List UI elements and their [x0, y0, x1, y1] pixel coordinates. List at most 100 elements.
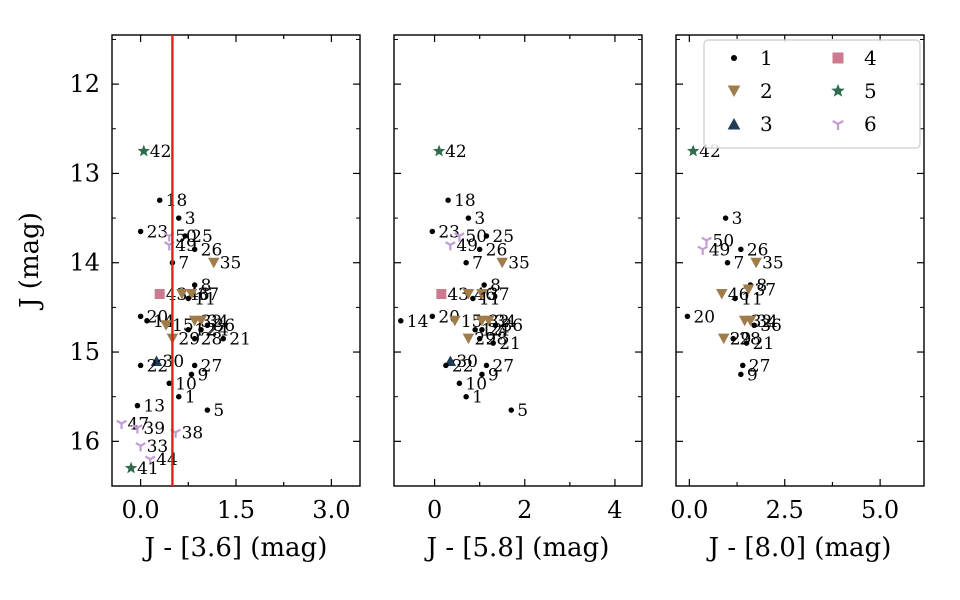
data-point-25	[483, 233, 490, 239]
y-tick-label: 13	[69, 159, 100, 187]
data-point-3	[722, 215, 729, 221]
data-point-37	[185, 288, 198, 300]
data-point-46	[462, 288, 475, 300]
data-point-50	[454, 232, 465, 242]
point-label-5: 5	[517, 401, 528, 421]
point-label-11: 11	[194, 289, 216, 309]
point-label-50: 50	[713, 231, 735, 251]
data-point-29	[717, 333, 730, 345]
point-label-9: 9	[488, 365, 499, 385]
x-tick-label: 0.0	[122, 496, 160, 524]
point-label-23: 23	[147, 222, 169, 242]
data-point-37	[742, 284, 755, 296]
data-point-28	[191, 335, 198, 342]
data-point-34	[482, 315, 495, 327]
data-point-27	[740, 362, 746, 369]
data-point-14	[398, 318, 404, 324]
point-label-3: 3	[474, 209, 485, 229]
point-label-44: 44	[156, 450, 178, 470]
point-label-50: 50	[465, 227, 487, 247]
data-point-13	[134, 402, 141, 409]
x-tick-label: 2	[517, 496, 532, 524]
point-label-34: 34	[207, 312, 229, 332]
data-point-22	[137, 362, 144, 369]
data-point-43	[154, 288, 165, 299]
data-point-20	[429, 313, 436, 320]
data-point-30	[150, 355, 163, 366]
point-label-8: 8	[490, 276, 501, 296]
legend-label-2: 2	[760, 79, 773, 103]
data-point-26	[476, 246, 483, 253]
data-point-35	[750, 257, 762, 269]
data-point-23	[137, 228, 144, 235]
point-label-36: 36	[213, 316, 235, 336]
point-label-22: 22	[147, 356, 169, 376]
data-point-24	[198, 326, 204, 333]
data-point-22	[443, 362, 449, 369]
data-point-33	[135, 442, 146, 452]
point-label-47: 47	[128, 414, 150, 434]
point-label-20: 20	[693, 307, 715, 327]
data-point-42	[137, 144, 150, 157]
data-point-10	[166, 380, 172, 387]
data-point-25	[182, 233, 188, 239]
data-point-28	[730, 335, 736, 342]
x-tick-label: 1.5	[217, 496, 255, 524]
x-tick-label: 4	[607, 496, 622, 524]
point-label-14: 14	[407, 312, 429, 332]
data-point-20	[137, 313, 144, 320]
point-label-27: 27	[492, 356, 514, 376]
point-label-24: 24	[207, 321, 229, 341]
x-axis-label: J - [5.8] (mag)	[424, 533, 610, 563]
point-label-27: 27	[201, 356, 223, 376]
point-label-25: 25	[492, 227, 514, 247]
point-label-27: 27	[749, 356, 771, 376]
data-point-10	[456, 380, 463, 387]
axes-frame	[675, 34, 925, 487]
data-point-9	[188, 371, 195, 378]
data-point-21	[220, 335, 227, 342]
legend-marker-1	[730, 54, 738, 62]
data-point-11	[732, 295, 738, 302]
point-label-36: 36	[501, 316, 523, 336]
point-label-37: 37	[197, 285, 219, 305]
point-label-49: 49	[175, 236, 197, 256]
point-label-1: 1	[472, 388, 483, 408]
legend-label-3: 3	[760, 112, 773, 136]
point-label-21: 21	[753, 334, 775, 354]
point-label-33: 33	[147, 437, 169, 457]
point-label-26: 26	[201, 240, 223, 260]
point-label-30: 30	[456, 352, 478, 372]
x-tick-label: 2.5	[766, 496, 804, 524]
data-point-1	[463, 393, 469, 400]
data-point-12	[185, 326, 192, 333]
point-label-12: 12	[481, 321, 503, 341]
data-point-47	[116, 419, 127, 429]
data-point-12	[472, 326, 478, 333]
y-tick-label: 15	[69, 338, 100, 366]
point-label-49: 49	[456, 236, 478, 256]
data-point-46	[716, 288, 728, 300]
point-label-5: 5	[213, 401, 224, 421]
data-point-36	[204, 322, 211, 328]
data-point-35	[496, 257, 508, 269]
point-label-11: 11	[479, 289, 501, 309]
point-label-35: 35	[508, 254, 530, 274]
data-point-18	[156, 197, 163, 203]
data-point-3	[465, 215, 472, 221]
x-tick-label: 0	[427, 496, 442, 524]
point-label-42: 42	[445, 142, 467, 162]
data-point-23	[429, 228, 436, 235]
data-point-27	[191, 362, 198, 369]
point-label-29: 29	[474, 330, 496, 350]
legend-label-4: 4	[864, 46, 877, 70]
data-point-5	[508, 407, 514, 413]
data-point-49	[445, 241, 456, 251]
legend-marker-3	[727, 117, 741, 130]
data-point-9	[479, 371, 485, 378]
point-label-11: 11	[741, 289, 763, 309]
legend-marker-6	[832, 120, 844, 131]
point-label-3: 3	[732, 209, 743, 229]
point-label-9: 9	[197, 365, 208, 385]
data-point-36	[492, 322, 499, 328]
